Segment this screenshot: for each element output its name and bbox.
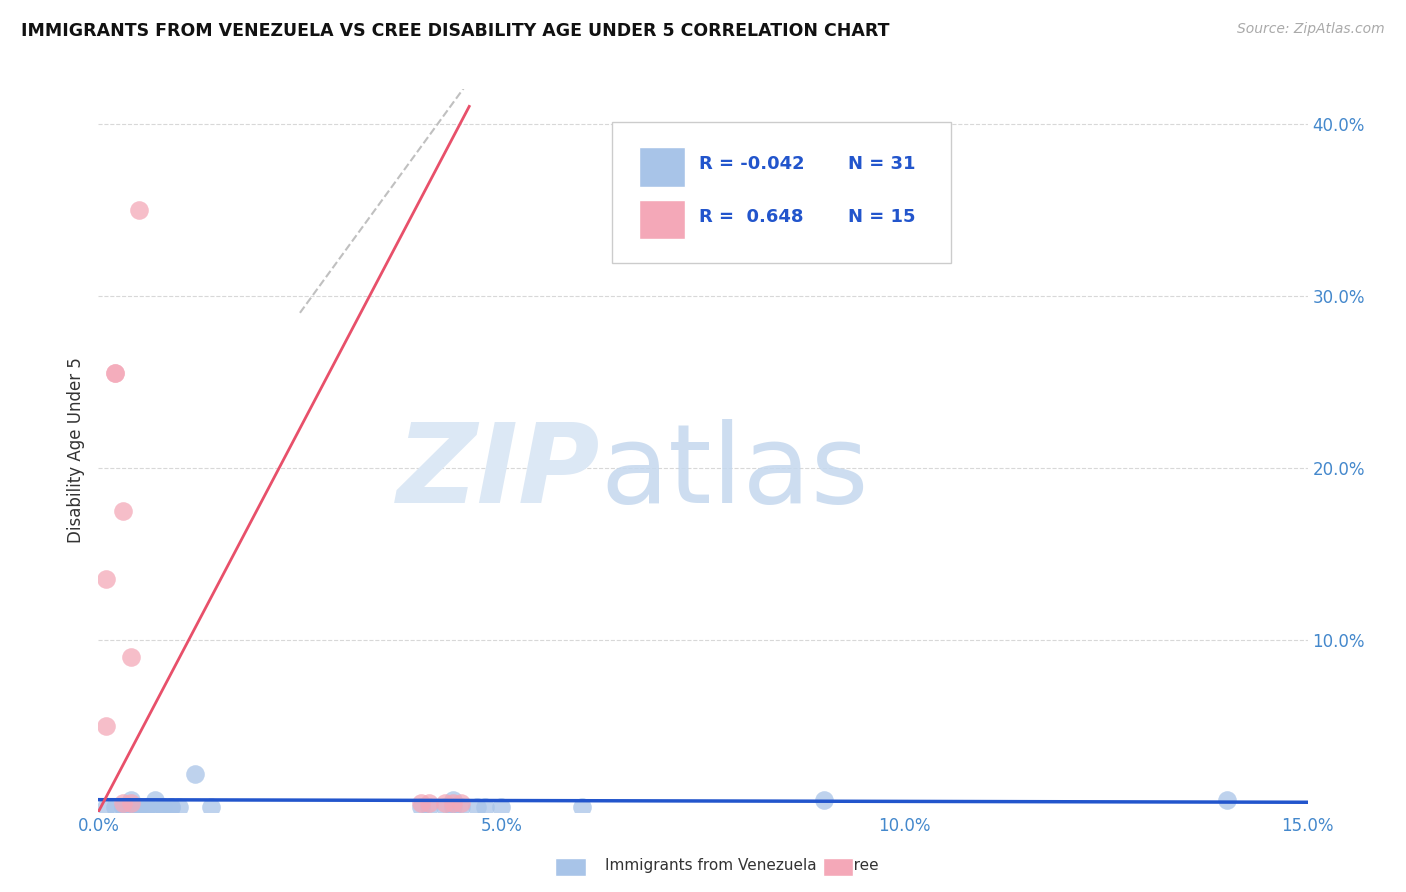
FancyBboxPatch shape bbox=[638, 147, 685, 186]
Point bbox=[184, 767, 207, 781]
Point bbox=[111, 796, 134, 810]
Text: Cree: Cree bbox=[844, 858, 879, 872]
Text: N = 31: N = 31 bbox=[848, 155, 915, 173]
Text: Immigrants from Venezuela: Immigrants from Venezuela bbox=[605, 858, 817, 872]
Point bbox=[450, 796, 472, 810]
Point bbox=[418, 796, 440, 810]
Text: R = -0.042: R = -0.042 bbox=[699, 155, 806, 173]
Point bbox=[160, 799, 183, 814]
Point bbox=[152, 799, 174, 814]
Point bbox=[441, 799, 464, 814]
Point bbox=[128, 202, 150, 217]
Point bbox=[450, 799, 472, 814]
Point bbox=[120, 796, 142, 810]
Point bbox=[120, 793, 142, 807]
Point bbox=[103, 799, 125, 814]
Point bbox=[152, 799, 174, 814]
Text: atlas: atlas bbox=[600, 418, 869, 525]
Y-axis label: Disability Age Under 5: Disability Age Under 5 bbox=[66, 358, 84, 543]
Point bbox=[96, 799, 118, 814]
Point bbox=[143, 799, 166, 814]
Point bbox=[128, 799, 150, 814]
Text: N = 15: N = 15 bbox=[848, 208, 915, 226]
Point bbox=[813, 793, 835, 807]
Text: R =  0.648: R = 0.648 bbox=[699, 208, 804, 226]
Point bbox=[441, 793, 464, 807]
Point bbox=[167, 799, 190, 814]
Point bbox=[474, 799, 496, 814]
Point bbox=[96, 719, 118, 733]
Point bbox=[103, 366, 125, 380]
Text: ZIP: ZIP bbox=[396, 418, 600, 525]
Point bbox=[200, 799, 222, 814]
Point bbox=[111, 799, 134, 814]
Point bbox=[160, 799, 183, 814]
Point bbox=[135, 799, 157, 814]
Point bbox=[434, 796, 457, 810]
Point bbox=[418, 799, 440, 814]
Point bbox=[120, 799, 142, 814]
Point bbox=[128, 799, 150, 814]
Point bbox=[571, 799, 593, 814]
Point bbox=[465, 799, 488, 814]
Point bbox=[135, 799, 157, 814]
Point bbox=[143, 793, 166, 807]
Point bbox=[111, 799, 134, 814]
Point bbox=[409, 796, 432, 810]
Point bbox=[120, 649, 142, 664]
Point bbox=[103, 366, 125, 380]
Text: IMMIGRANTS FROM VENEZUELA VS CREE DISABILITY AGE UNDER 5 CORRELATION CHART: IMMIGRANTS FROM VENEZUELA VS CREE DISABI… bbox=[21, 22, 890, 40]
Point bbox=[434, 799, 457, 814]
FancyBboxPatch shape bbox=[638, 200, 685, 239]
Point bbox=[111, 503, 134, 517]
Point bbox=[96, 573, 118, 587]
Point bbox=[441, 796, 464, 810]
FancyBboxPatch shape bbox=[613, 121, 950, 262]
Point bbox=[1216, 793, 1239, 807]
Text: Source: ZipAtlas.com: Source: ZipAtlas.com bbox=[1237, 22, 1385, 37]
Point bbox=[491, 799, 513, 814]
Point bbox=[409, 799, 432, 814]
